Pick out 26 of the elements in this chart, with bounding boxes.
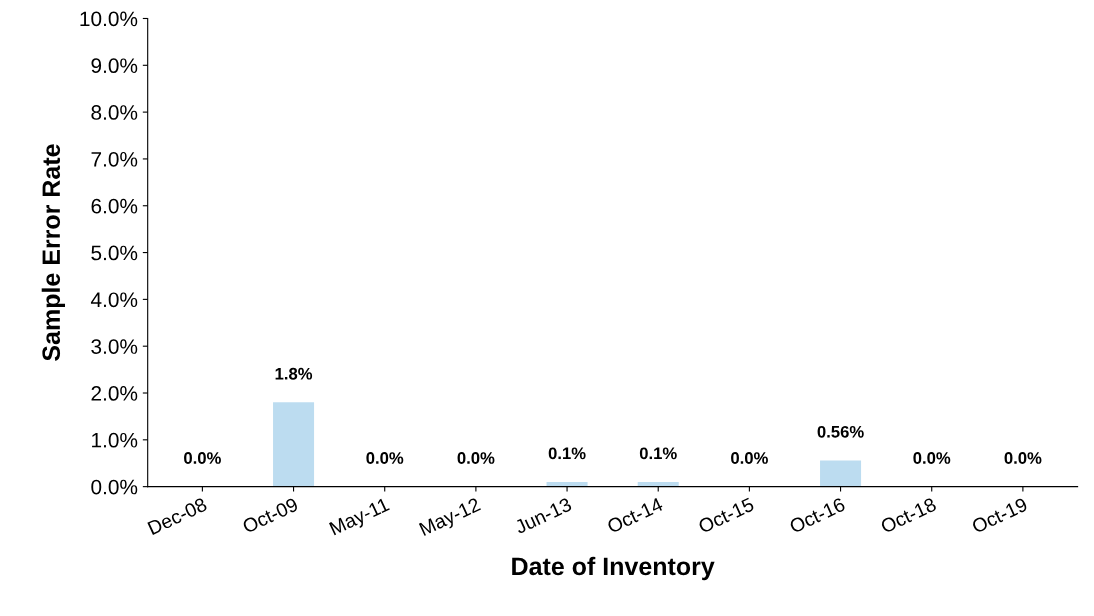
data-label: 0.0% [366,452,404,464]
bar [273,402,315,487]
x-tick-label: Oct-19 [971,497,1029,534]
data-label: 0.0% [1004,452,1042,464]
bar [820,460,862,487]
data-label: 0.0% [184,452,221,464]
data-label: 0.1% [639,447,677,460]
y-tick-label: 3.0% [91,339,138,354]
y-tick-label: 4.0% [90,292,138,308]
data-label: 0.0% [913,452,951,464]
y-tick-label: 6.0% [91,198,138,214]
data-label: 0.0% [731,452,768,464]
data-label: 0.1% [548,447,586,460]
y-tick-label: 7.0% [91,151,138,167]
x-axis-title: Date of Inventory [512,556,715,581]
data-label: 1.8% [275,367,313,380]
y-tick-label: 9.0% [91,58,138,74]
data-label: 0.0% [457,452,495,464]
y-tick-label: 1.0% [92,432,138,448]
y-tick-label: 2.0% [91,386,138,401]
y-tick-label: 0.0% [91,479,138,495]
data-label: 0.56% [817,425,864,438]
y-axis-title: Sample Error Rate [41,144,66,361]
y-tick-label: 8.0% [91,105,138,120]
y-tick-label: 10.0% [80,11,138,27]
y-tick-label: 5.0% [91,245,138,261]
